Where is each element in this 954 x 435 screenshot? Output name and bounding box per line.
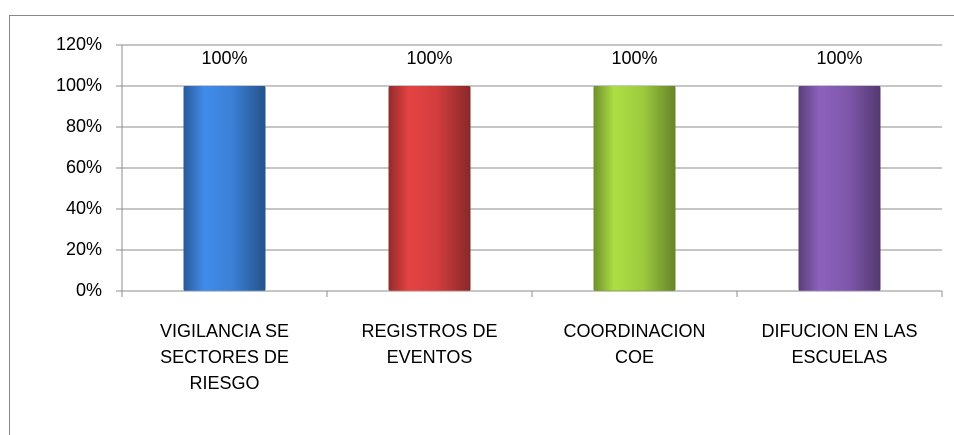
bar (593, 86, 676, 291)
value-label: 100% (201, 48, 247, 68)
value-label: 100% (816, 48, 862, 68)
y-tick-label: 0% (76, 280, 102, 300)
bar (798, 86, 881, 291)
bar (183, 86, 266, 291)
y-tick-label: 20% (66, 239, 102, 259)
x-tick-label: DIFUCION EN LAS ESCUELAS (761, 321, 918, 367)
x-tick-label: COORDINACION COE (563, 321, 706, 367)
chart-frame (9, 15, 954, 435)
x-tick-label: VIGILANCIA SE SECTORES DE RIESGO (159, 321, 290, 393)
y-tick-label: 100% (56, 75, 102, 95)
y-tick-label: 40% (66, 198, 102, 218)
x-tick-label: REGISTROS DE EVENTOS (361, 321, 498, 367)
value-label: 100% (611, 48, 657, 68)
y-tick-label: 120% (56, 34, 102, 54)
value-label: 100% (406, 48, 452, 68)
y-tick-label: 80% (66, 116, 102, 136)
y-tick-label: 60% (66, 157, 102, 177)
bar (388, 86, 471, 291)
